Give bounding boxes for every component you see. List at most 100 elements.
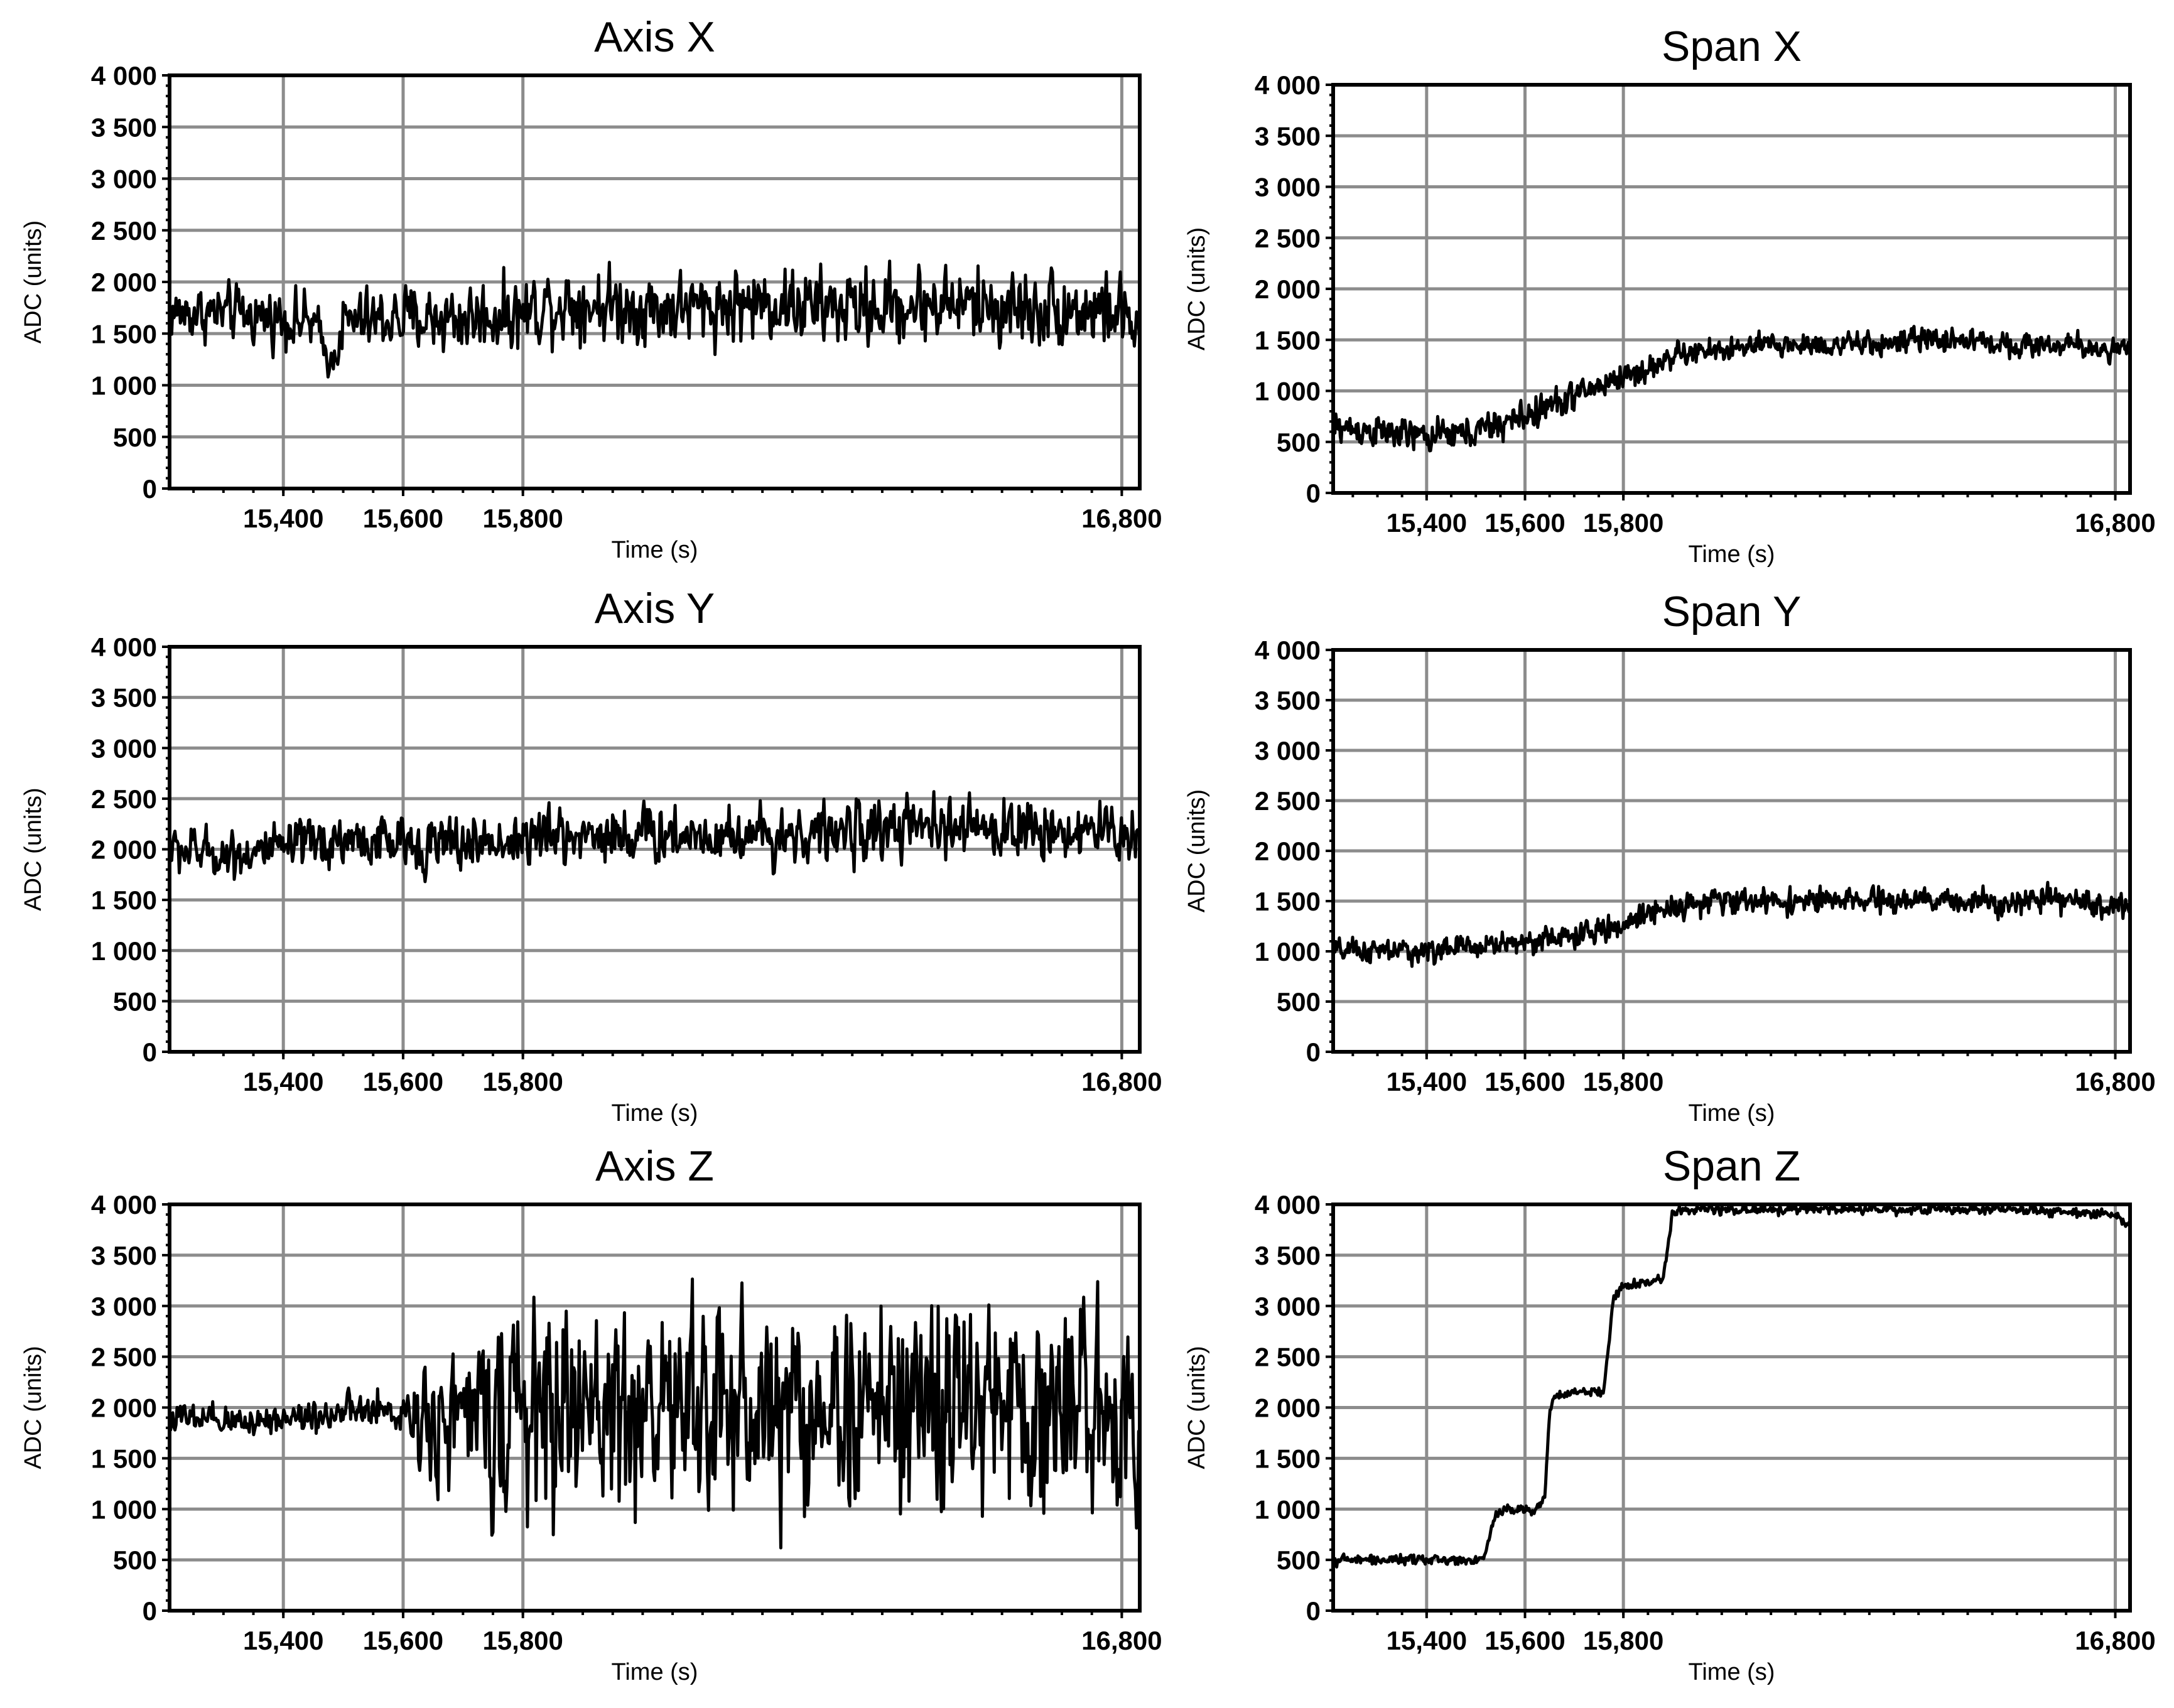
y-tick-label-5: 2 500 (91, 784, 157, 814)
chart-axis-y: 0 500 1 000 1 500 2 000 2 500 3 000 3 500 4 000 1… (20, 585, 1162, 1127)
x-tick-label-0: 15,400 (1387, 1626, 1467, 1655)
y-tick-label-3: 1 500 (1255, 1444, 1321, 1473)
series-line-0 (1331, 325, 2131, 453)
chart-span-z: 0 500 1 000 1 500 2 000 2 500 3 000 3 500 4 000 1… (1184, 1142, 2156, 1685)
series-line-0 (168, 790, 1142, 884)
chart-title: Axis X (594, 13, 715, 61)
x-tick-label-3: 16,800 (2075, 1067, 2155, 1096)
y-tick-label-2: 1 000 (1255, 377, 1321, 406)
y-tick-label-2: 1 000 (91, 936, 157, 966)
y-tick-label-2: 1 000 (1255, 937, 1321, 966)
y-tick-label-0: 0 (143, 1596, 157, 1626)
chart-axis-z: 0 500 1 000 1 500 2 000 2 500 3 000 3 500 4 000 1… (20, 1142, 1162, 1685)
x-tick-label-2: 15,800 (482, 1626, 563, 1655)
x-tick-label-2: 15,800 (482, 1067, 563, 1096)
y-tick-label-2: 1 000 (91, 371, 157, 401)
y-tick-label-6: 3 000 (91, 165, 157, 194)
y-tick-label-6: 3 000 (1255, 173, 1321, 202)
y-tick-label-0: 0 (1306, 1037, 1321, 1067)
x-tick-label-1: 15,600 (1484, 1067, 1565, 1096)
y-tick-label-3: 1 500 (1255, 887, 1321, 916)
x-tick-label-1: 15,600 (363, 1626, 443, 1655)
chart-span-y: 0 500 1 000 1 500 2 000 2 500 3 000 3 500 4 000 1… (1184, 588, 2156, 1127)
y-tick-label-8: 4 000 (1255, 635, 1321, 665)
series-line-0 (1332, 1203, 2131, 1569)
chart-axis-x: 0 500 1 000 1 500 2 000 2 500 3 000 3 500 4 000 1… (20, 13, 1162, 563)
x-tick-label-2: 15,800 (1583, 1067, 1663, 1096)
y-tick-label-5: 2 500 (91, 216, 157, 246)
y-tick-label-7: 3 500 (1255, 1241, 1321, 1270)
y-tick-label-3: 1 500 (91, 885, 157, 915)
y-tick-label-4: 2 000 (1255, 836, 1321, 866)
x-tick-label-2: 15,800 (1583, 1626, 1663, 1655)
series-line-0 (1331, 880, 2132, 968)
y-tick-label-6: 3 000 (1255, 736, 1321, 765)
x-tick-label-0: 15,400 (243, 1626, 323, 1655)
y-axis-label: ADC (units) (20, 787, 46, 911)
x-axis-label: Time (s) (1689, 1100, 1775, 1127)
y-tick-label-7: 3 500 (1255, 686, 1321, 715)
y-tick-label-8: 4 000 (91, 61, 157, 90)
x-tick-label-3: 16,800 (2075, 1626, 2155, 1655)
y-tick-label-3: 1 500 (91, 319, 157, 349)
chart-span-x: 0 500 1 000 1 500 2 000 2 500 3 000 3 500 4 000 1… (1184, 23, 2156, 568)
y-tick-label-0: 0 (1306, 1596, 1321, 1626)
y-tick-label-7: 3 500 (91, 1241, 157, 1270)
x-tick-label-0: 15,400 (243, 1067, 323, 1096)
chart-title: Span X (1662, 23, 1802, 70)
y-tick-label-3: 1 500 (91, 1444, 157, 1473)
y-tick-label-5: 2 500 (1255, 1343, 1321, 1372)
y-tick-label-5: 2 500 (1255, 786, 1321, 816)
y-tick-label-6: 3 000 (1255, 1292, 1321, 1321)
chart-title: Span Z (1663, 1142, 1800, 1190)
series-line-0 (168, 1277, 1142, 1550)
y-tick-label-4: 2 000 (91, 835, 157, 865)
y-tick-label-1: 500 (113, 986, 157, 1016)
y-axis-label: ADC (units) (1184, 789, 1210, 912)
y-tick-label-4: 2 000 (91, 1393, 157, 1423)
chart-title: Axis Z (595, 1142, 714, 1190)
y-tick-label-1: 500 (1277, 428, 1321, 457)
y-tick-label-8: 4 000 (1255, 1190, 1321, 1219)
y-tick-label-8: 4 000 (1255, 70, 1321, 100)
y-tick-label-3: 1 500 (1255, 325, 1321, 355)
y-tick-label-8: 4 000 (91, 632, 157, 662)
x-axis-label: Time (s) (1689, 1659, 1775, 1685)
x-tick-label-3: 16,800 (1081, 1067, 1162, 1096)
x-tick-label-1: 15,600 (1484, 508, 1565, 538)
y-tick-label-7: 3 500 (91, 112, 157, 142)
y-tick-label-8: 4 000 (91, 1190, 157, 1219)
y-tick-label-1: 500 (1277, 1545, 1321, 1575)
chart-title: Span Y (1662, 588, 1802, 635)
y-tick-label-4: 2 000 (91, 268, 157, 297)
y-tick-label-2: 1 000 (91, 1494, 157, 1524)
y-tick-label-6: 3 000 (91, 733, 157, 763)
x-tick-label-0: 15,400 (1387, 1067, 1467, 1096)
y-axis-label: ADC (units) (1184, 227, 1210, 350)
y-axis-label: ADC (units) (20, 1346, 46, 1469)
x-axis-label: Time (s) (612, 537, 698, 563)
y-tick-label-1: 500 (113, 423, 157, 452)
x-axis-label: Time (s) (1689, 541, 1775, 568)
x-tick-label-2: 15,800 (482, 504, 563, 533)
x-tick-label-1: 15,600 (1484, 1626, 1565, 1655)
y-tick-label-1: 500 (1277, 987, 1321, 1017)
y-tick-label-5: 2 500 (1255, 224, 1321, 253)
series-line-0 (168, 259, 1142, 379)
x-tick-label-1: 15,600 (363, 1067, 443, 1096)
x-tick-label-3: 16,800 (2075, 508, 2155, 538)
y-axis-label: ADC (units) (20, 220, 46, 343)
y-tick-label-0: 0 (143, 474, 157, 504)
x-axis-label: Time (s) (612, 1100, 698, 1127)
y-tick-label-4: 2 000 (1255, 274, 1321, 304)
x-tick-label-0: 15,400 (1387, 508, 1467, 538)
x-tick-label-3: 16,800 (1081, 1626, 1162, 1655)
chart-title: Axis Y (595, 585, 715, 632)
y-tick-label-7: 3 500 (91, 683, 157, 713)
y-tick-label-4: 2 000 (1255, 1393, 1321, 1423)
y-tick-label-6: 3 000 (91, 1292, 157, 1321)
y-axis-label: ADC (units) (1184, 1346, 1210, 1469)
y-tick-label-7: 3 500 (1255, 121, 1321, 151)
x-tick-label-2: 15,800 (1583, 508, 1663, 538)
